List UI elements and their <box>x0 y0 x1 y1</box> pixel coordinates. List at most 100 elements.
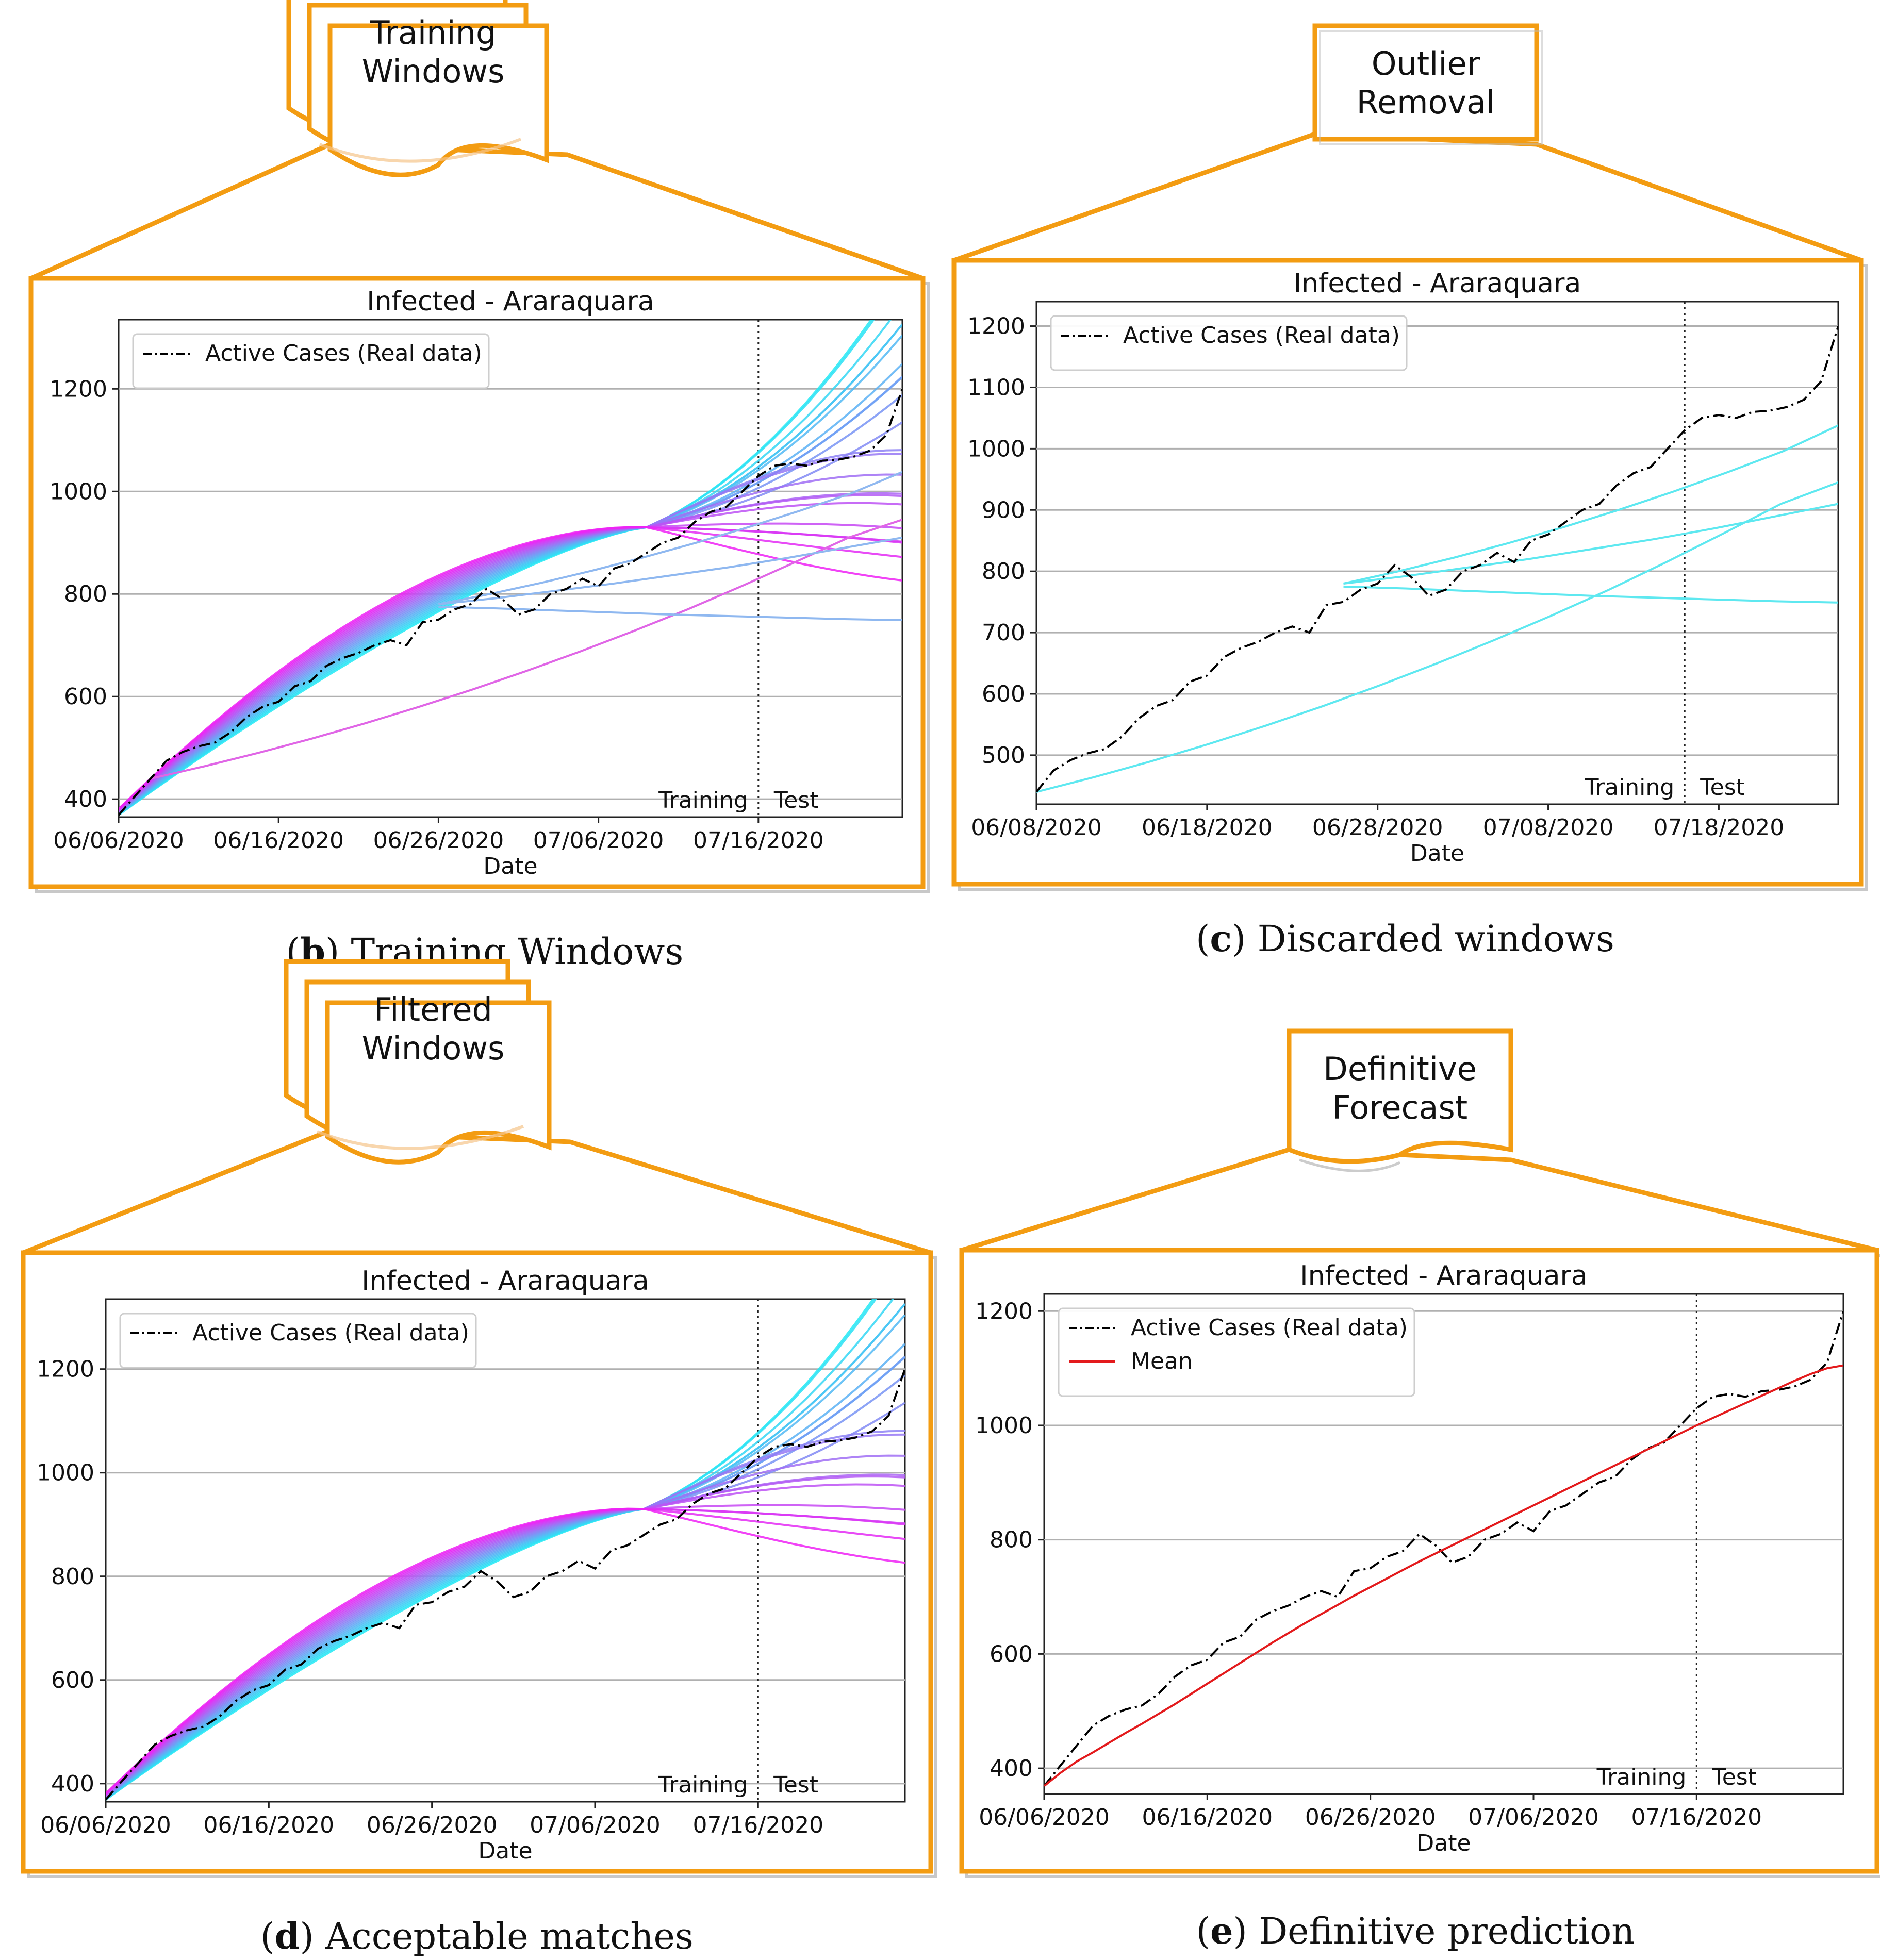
x-tick-label: 06/16/2020 <box>204 1812 335 1838</box>
training-window-curve <box>119 335 902 815</box>
x-tick-label: 07/06/2020 <box>1468 1804 1599 1831</box>
training-window-curve <box>119 449 902 813</box>
y-tick-label: 600 <box>982 681 1025 707</box>
training-window-curve <box>119 494 902 811</box>
training-window-curve <box>119 502 902 811</box>
training-window-curve <box>119 320 875 816</box>
training-window-curve <box>106 1299 895 1800</box>
x-tick-label: 06/28/2020 <box>1312 815 1443 841</box>
tab-label-line-2: Windows <box>362 1029 505 1067</box>
training-label: Training <box>1585 774 1675 801</box>
caption-letter: c <box>1210 917 1232 960</box>
y-tick-label: 700 <box>982 620 1025 646</box>
discarded-window-curve <box>1343 424 1838 585</box>
outlier-window-curve <box>438 471 902 606</box>
legend-box <box>1058 1307 1415 1397</box>
training-window-curve <box>119 394 902 813</box>
tab-label-line-2: Removal <box>1357 84 1495 121</box>
discarded-window-curve <box>1036 481 1838 793</box>
tab-box <box>1312 23 1539 142</box>
caption-text: Discarded windows <box>1246 918 1614 960</box>
y-tick-label: 1000 <box>37 1460 94 1486</box>
caption-paren-open: ( <box>1196 1910 1210 1952</box>
caption-paren-open: ( <box>1196 918 1210 960</box>
test-label: Test <box>773 787 819 813</box>
legend-box <box>119 1313 477 1369</box>
y-tick-label: 900 <box>982 497 1025 523</box>
x-tick-label: 07/16/2020 <box>1631 1804 1762 1831</box>
training-label: Training <box>658 787 748 813</box>
training-window-curve <box>106 1402 905 1798</box>
y-tick-label: 400 <box>64 786 107 812</box>
caption-paren-close: ) <box>1232 918 1246 960</box>
outlier-window-curve <box>438 606 902 621</box>
x-tick-label: 06/18/2020 <box>1142 815 1273 841</box>
document-icon <box>327 23 549 177</box>
y-tick-label: 800 <box>51 1564 94 1590</box>
y-tick-label: 600 <box>990 1641 1033 1667</box>
legend-entry: Mean <box>1131 1348 1193 1374</box>
training-window-curve <box>119 323 902 815</box>
y-tick-label: 600 <box>51 1667 94 1693</box>
y-tick-label: 800 <box>64 581 107 607</box>
legend-box <box>1050 315 1408 371</box>
tab-label-line-2: Windows <box>362 53 505 90</box>
training-window-curve <box>119 453 902 812</box>
y-tick-label: 500 <box>982 742 1025 769</box>
training-window-curve <box>106 1299 875 1801</box>
y-tick-label: 1200 <box>967 313 1025 340</box>
training-window-curve <box>106 1475 905 1796</box>
training-window-curve <box>106 1303 905 1800</box>
training-window-curve <box>106 1507 905 1795</box>
series-layer <box>119 320 902 816</box>
x-tick-label: 06/06/2020 <box>53 827 184 854</box>
training-window-curve <box>106 1504 905 1796</box>
x-tick-label: 06/08/2020 <box>971 815 1102 841</box>
connector-lines <box>30 142 924 281</box>
x-tick-label: 06/06/2020 <box>979 1804 1110 1831</box>
series-layer <box>1044 1310 1843 1787</box>
x-axis-label: Date <box>1416 1830 1471 1856</box>
x-axis-label: Date <box>1410 840 1464 867</box>
tab-label-line-1: Definitive <box>1323 1050 1477 1088</box>
discarded-window-curve <box>1343 503 1838 585</box>
training-window-curve <box>119 526 902 810</box>
document-curl-shadow <box>1299 1158 1401 1172</box>
document-curl-shadow <box>319 138 522 163</box>
tab-label-line-1: Filtered <box>374 991 492 1028</box>
training-window-curve <box>106 1343 905 1799</box>
plot-area <box>1035 301 1839 805</box>
y-tick-label: 1000 <box>975 1413 1033 1439</box>
real-data-line <box>119 388 902 816</box>
tab-label-line-2: Forecast <box>1332 1089 1467 1126</box>
training-window-curve <box>106 1483 905 1796</box>
tab-label-line-1: Outlier <box>1372 45 1480 82</box>
document-icon <box>1287 1028 1513 1164</box>
y-tick-label: 1200 <box>50 376 107 402</box>
y-tick-label: 1200 <box>975 1298 1033 1324</box>
training-window-curve <box>106 1299 877 1801</box>
training-window-curve <box>119 526 902 810</box>
y-tick-label: 1200 <box>37 1356 94 1383</box>
training-window-curve <box>106 1430 905 1798</box>
x-tick-label: 07/18/2020 <box>1654 815 1785 841</box>
x-tick-label: 06/16/2020 <box>1142 1804 1273 1831</box>
x-tick-label: 07/16/2020 <box>693 1812 824 1838</box>
caption-text: Acceptable matches <box>314 1915 694 1957</box>
outlier-window-curve <box>150 519 902 780</box>
document-icon <box>325 1000 552 1165</box>
y-tick-label: 1100 <box>967 374 1025 401</box>
training-window-curve <box>106 1433 905 1797</box>
x-tick-label: 06/26/2020 <box>367 1812 498 1838</box>
x-tick-label: 06/16/2020 <box>213 827 344 854</box>
x-tick-label: 07/06/2020 <box>530 1812 661 1838</box>
y-tick-label: 1000 <box>967 436 1025 462</box>
connector-lines <box>953 131 1862 263</box>
test-label: Test <box>1700 774 1745 801</box>
discarded-window-curve <box>1343 585 1838 604</box>
x-tick-label: 06/26/2020 <box>373 827 504 854</box>
